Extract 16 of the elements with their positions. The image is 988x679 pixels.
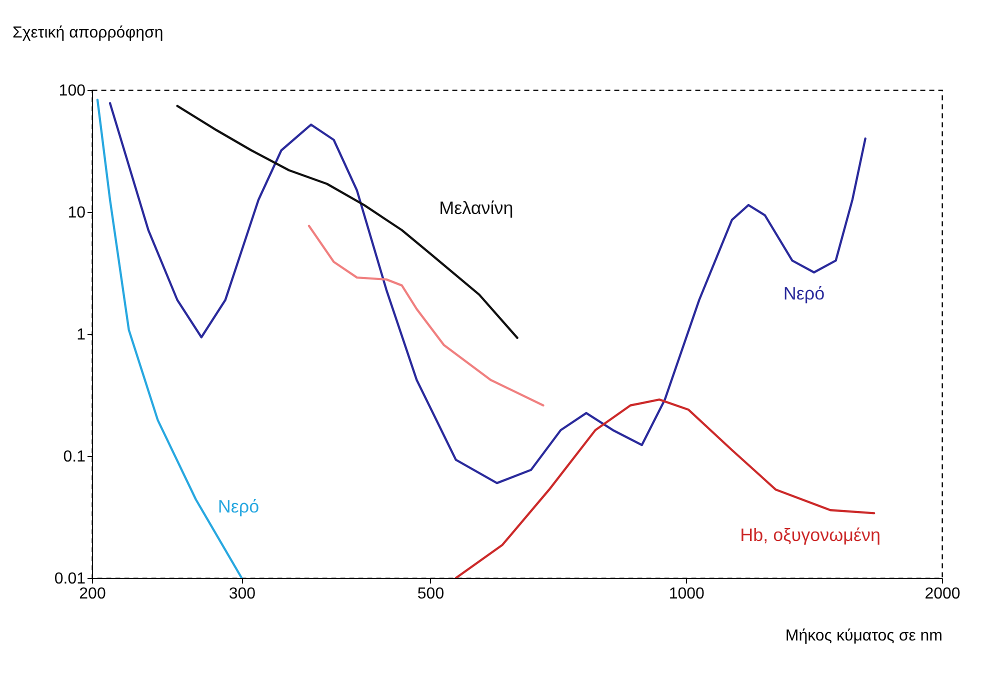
x-tick-label: 300 <box>228 586 256 602</box>
x-tick-label: 500 <box>417 586 444 602</box>
x-tick-label: 1000 <box>668 586 705 602</box>
x-axis-title: Μήκος κύματος σε nm <box>785 628 942 644</box>
x-tick-label: 200 <box>79 586 106 602</box>
y-tick-label: 100 <box>58 82 86 100</box>
x-tick-label: 2000 <box>924 586 960 602</box>
series-label: Μελανίνη <box>439 198 514 218</box>
series-label: Hb, οξυγονωμένη <box>740 525 881 546</box>
y-tick-label: 1 <box>76 326 86 344</box>
y-tick-label: 0.1 <box>63 448 86 466</box>
y-tick-label: 10 <box>68 204 86 222</box>
y-tick-label: 0.01 <box>54 570 86 588</box>
series-label: Νερό <box>218 496 260 516</box>
y-axis-title: Σχετική απορρόφηση <box>12 24 164 42</box>
series-label: Νερό <box>783 283 825 304</box>
